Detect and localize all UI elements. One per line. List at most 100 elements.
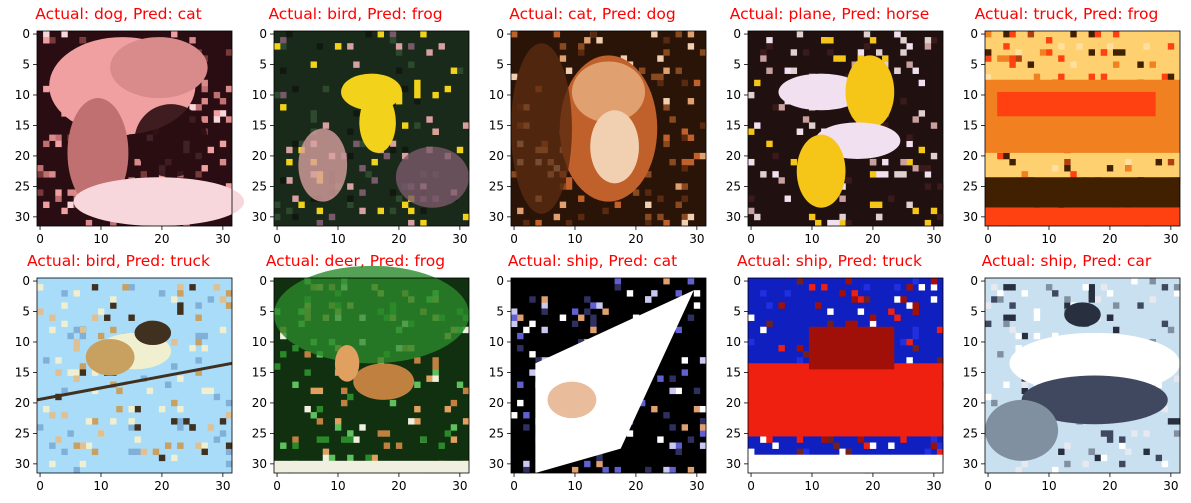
y-tick-label: 0 [259,274,267,288]
y-tick-label: 20 [963,149,978,163]
x-tick-label: 30 [926,232,941,246]
x-tick-label: 0 [984,479,992,493]
y-tick: 15 [489,365,511,379]
x-tick-label: 10 [804,232,819,246]
axes-frame [984,30,1181,227]
y-tick-label: 20 [963,396,978,410]
x-tick: 20 [154,226,170,246]
y-tick-label: 25 [489,179,504,193]
y-tick-label: 30 [252,210,267,224]
y-tick: 25 [726,179,748,193]
x-tick: 20 [391,473,407,493]
y-tick-label: 25 [963,426,978,440]
y-tick: 0 [970,274,985,288]
y-tick-label: 30 [15,210,30,224]
y-tick: 15 [15,118,37,132]
y-tick: 5 [259,58,274,72]
y-tick-label: 25 [15,426,30,440]
y-tick-label: 10 [15,335,30,349]
y-tick-label: 15 [15,118,30,132]
y-tick-label: 15 [252,365,267,379]
y-tick-label: 20 [252,149,267,163]
panel-title: Actual: bird, Pred: frog [268,5,443,23]
y-tick: 20 [963,396,985,410]
x-tick-label: 10 [1041,232,1056,246]
y-tick: 20 [726,396,748,410]
axes-frame [984,277,1181,474]
x-tick: 30 [452,226,468,246]
x-tick-label: 0 [36,232,44,246]
y-tick-label: 5 [22,305,30,319]
x-tick-label: 10 [1041,479,1056,493]
y-tick-label: 25 [252,426,267,440]
image-axes: 0 10 20 30 0 5 10 15 20 25 30 [489,27,707,246]
x-tick-label: 20 [391,479,406,493]
y-tick-label: 20 [489,396,504,410]
panel-title: Actual: ship, Pred: cat [507,252,678,270]
x-tick-label: 20 [154,479,169,493]
y-tick-label: 15 [963,365,978,379]
x-tick: 20 [865,473,881,493]
x-tick: 10 [1041,473,1057,493]
y-tick-label: 30 [489,210,504,224]
y-tick: 15 [726,365,748,379]
y-tick-label: 20 [726,149,741,163]
y-tick-label: 10 [726,88,741,102]
image-axes: 0 10 20 30 0 5 10 15 20 25 30 [15,274,233,493]
y-tick: 20 [489,149,511,163]
y-tick: 5 [496,58,511,72]
x-tick: 0 [36,226,44,246]
y-tick: 0 [22,27,37,41]
y-tick-label: 30 [726,210,741,224]
panel-title: Actual: dog, Pred: cat [35,5,202,23]
x-tick-label: 20 [628,232,643,246]
x-tick: 0 [273,473,281,493]
x-tick: 0 [510,226,518,246]
axes-frame [510,30,707,227]
y-tick-label: 5 [733,58,741,72]
x-tick: 10 [93,226,109,246]
y-tick-label: 0 [970,27,978,41]
x-tick-label: 10 [93,479,108,493]
y-tick-label: 20 [252,396,267,410]
y-tick: 0 [733,274,748,288]
panel-title: Actual: ship, Pred: truck [736,252,922,270]
y-tick: 15 [489,118,511,132]
x-tick-label: 20 [1102,232,1117,246]
y-tick: 5 [733,58,748,72]
panel-title: Actual: bird, Pred: truck [26,252,211,270]
x-tick-label: 10 [330,232,345,246]
y-tick: 0 [259,27,274,41]
y-tick-label: 15 [963,118,978,132]
y-tick: 10 [726,335,748,349]
x-tick-label: 30 [215,232,230,246]
y-tick-label: 15 [726,118,741,132]
y-tick: 10 [726,88,748,102]
y-tick: 20 [252,149,274,163]
y-tick: 5 [496,305,511,319]
y-tick-label: 30 [963,457,978,471]
x-tick: 0 [36,473,44,493]
y-tick-label: 5 [496,305,504,319]
y-tick-label: 15 [489,365,504,379]
y-tick-label: 20 [489,149,504,163]
y-tick-label: 5 [22,58,30,72]
x-tick: 20 [865,226,881,246]
panel-title: Actual: truck, Pred: frog [974,5,1159,23]
axes-frame [747,277,944,474]
y-tick: 5 [733,305,748,319]
panel-title: Actual: cat, Pred: dog [509,5,676,23]
y-tick: 25 [15,426,37,440]
x-tick: 0 [984,226,992,246]
x-tick: 10 [1041,226,1057,246]
x-tick: 30 [926,473,942,493]
x-tick-label: 30 [452,479,467,493]
image-axes: 0 10 20 30 0 5 10 15 20 25 30 [726,274,944,493]
y-tick: 10 [963,88,985,102]
x-tick-label: 0 [273,479,281,493]
x-tick: 20 [1102,473,1118,493]
x-tick: 10 [93,473,109,493]
pixel-image [748,31,944,227]
y-tick: 0 [970,27,985,41]
y-tick-label: 30 [489,457,504,471]
